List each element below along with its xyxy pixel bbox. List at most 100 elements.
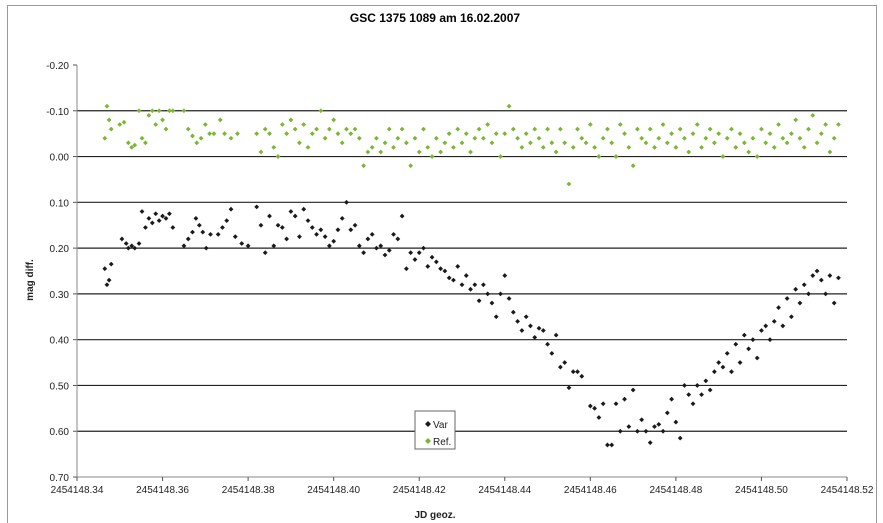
- data-point: [498, 291, 503, 297]
- data-point: [532, 126, 538, 132]
- data-point: [108, 261, 114, 267]
- data-point: [156, 218, 162, 224]
- data-point: [318, 227, 324, 233]
- data-point: [788, 314, 794, 320]
- data-point: [575, 126, 580, 132]
- data-point: [801, 282, 807, 288]
- data-point: [403, 266, 409, 272]
- data-point: [149, 108, 155, 114]
- data-point: [690, 131, 696, 137]
- data-point: [699, 145, 704, 150]
- data-point: [793, 286, 799, 292]
- data-point: [485, 122, 491, 127]
- data-point: [399, 126, 405, 132]
- data-point: [167, 108, 172, 114]
- data-point: [639, 135, 645, 141]
- data-point: [211, 131, 217, 137]
- data-point: [741, 332, 747, 338]
- data-point: [356, 135, 362, 141]
- data-point: [196, 222, 202, 228]
- data-point: [528, 140, 533, 146]
- data-point: [536, 325, 542, 331]
- data-point: [562, 140, 568, 146]
- data-point: [566, 181, 572, 187]
- x-tick-label: 2454148.40: [307, 485, 360, 496]
- data-point: [451, 145, 456, 150]
- data-point: [395, 135, 401, 141]
- x-tick-label: 2454148.46: [564, 485, 617, 496]
- data-point: [575, 369, 580, 375]
- data-point: [540, 328, 546, 333]
- data-point: [335, 131, 341, 137]
- data-point: [106, 117, 112, 123]
- data-point: [258, 222, 264, 228]
- data-point: [254, 131, 260, 137]
- legend-label-var: Var: [433, 420, 448, 431]
- data-point: [720, 364, 726, 370]
- data-point: [297, 234, 302, 240]
- data-point: [429, 254, 435, 260]
- data-point: [416, 149, 422, 155]
- data-point: [579, 373, 585, 379]
- y-tick-label: 0.50: [50, 381, 70, 392]
- data-point: [536, 135, 542, 141]
- y-tick-label: 0.20: [50, 244, 70, 255]
- data-point: [322, 135, 328, 141]
- data-point: [139, 135, 145, 141]
- data-point: [690, 401, 696, 407]
- data-point: [626, 424, 632, 430]
- data-point: [600, 401, 606, 407]
- data-point: [292, 126, 298, 132]
- data-point: [438, 149, 444, 155]
- data-point: [656, 135, 662, 141]
- data-point: [200, 229, 206, 235]
- x-tick-label: 2454148.48: [649, 485, 702, 496]
- data-point: [823, 291, 829, 297]
- data-point: [374, 135, 379, 141]
- data-point: [836, 122, 841, 127]
- data-point: [664, 410, 670, 416]
- data-point: [125, 245, 131, 251]
- data-point: [737, 360, 743, 365]
- data-point: [750, 135, 756, 141]
- data-point: [108, 126, 114, 132]
- data-point: [136, 108, 142, 114]
- data-point: [374, 245, 379, 251]
- data-point: [156, 108, 162, 114]
- data-point: [776, 305, 781, 311]
- data-point: [399, 213, 405, 219]
- data-point: [143, 225, 148, 230]
- data-point: [198, 135, 204, 141]
- data-point: [831, 300, 837, 306]
- legend-box: [414, 410, 456, 450]
- data-point: [163, 215, 169, 221]
- data-point: [356, 243, 362, 249]
- x-tick-label: 2454148.50: [735, 485, 788, 496]
- data-point: [814, 268, 820, 274]
- data-point: [553, 332, 559, 338]
- data-point: [510, 309, 516, 315]
- legend: Var Ref.: [414, 410, 456, 450]
- data-point: [208, 231, 213, 237]
- data-point: [472, 135, 478, 141]
- data-point: [622, 396, 627, 402]
- data-point: [613, 401, 619, 407]
- data-point: [716, 360, 722, 365]
- data-point: [365, 236, 371, 242]
- x-tick-label: 2454148.42: [393, 485, 446, 496]
- data-point: [403, 140, 409, 146]
- data-point: [502, 273, 508, 278]
- data-point: [741, 140, 747, 146]
- data-point: [570, 145, 576, 150]
- data-point: [262, 250, 268, 256]
- data-point: [806, 126, 811, 132]
- data-point: [596, 415, 602, 420]
- data-point: [395, 236, 401, 242]
- data-point: [391, 145, 396, 150]
- data-point: [489, 140, 495, 146]
- data-point: [836, 275, 841, 281]
- data-point: [677, 126, 683, 132]
- data-point: [557, 126, 563, 132]
- data-point: [352, 222, 358, 228]
- data-point: [102, 266, 108, 272]
